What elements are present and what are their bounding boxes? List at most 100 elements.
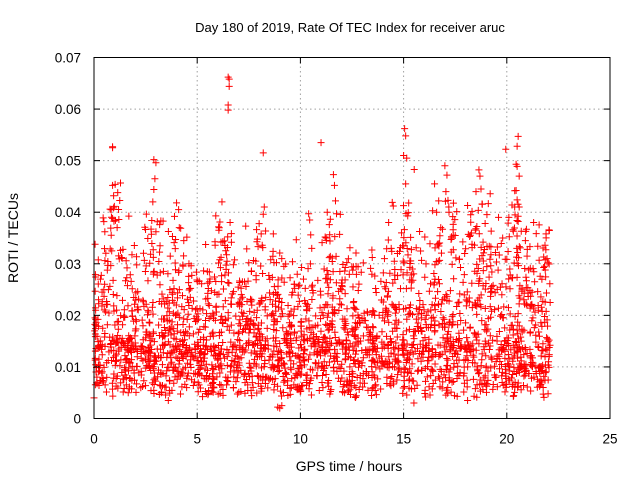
data-point	[322, 275, 330, 283]
data-point	[444, 328, 452, 336]
data-point	[275, 298, 283, 306]
data-point	[120, 375, 128, 383]
data-point	[219, 319, 227, 327]
data-point	[429, 207, 437, 215]
data-point	[486, 303, 494, 311]
x-tick-label: 10	[293, 432, 308, 447]
data-point	[246, 307, 254, 315]
data-point	[234, 283, 242, 291]
data-point	[330, 363, 338, 371]
data-point	[96, 275, 104, 283]
data-point	[175, 313, 183, 321]
data-point	[303, 371, 311, 379]
data-point	[378, 338, 386, 346]
data-point	[407, 233, 415, 241]
data-point	[540, 264, 548, 272]
data-point	[447, 333, 455, 341]
data-point	[495, 327, 503, 335]
data-point	[413, 345, 421, 353]
data-point	[156, 248, 164, 256]
data-point	[250, 256, 258, 264]
data-point	[485, 339, 493, 347]
data-point	[520, 372, 528, 380]
data-point	[515, 322, 523, 330]
data-point	[173, 375, 181, 383]
data-point	[487, 227, 495, 235]
data-point	[270, 386, 278, 394]
data-point	[241, 369, 249, 377]
data-point	[170, 379, 178, 387]
data-point	[421, 316, 429, 324]
data-point	[510, 259, 518, 267]
data-point	[352, 305, 360, 313]
data-point	[305, 317, 313, 325]
data-point	[139, 383, 147, 390]
data-point	[248, 379, 256, 387]
data-point	[138, 343, 146, 351]
data-point	[511, 313, 519, 321]
data-point	[543, 255, 551, 263]
data-point	[514, 330, 522, 338]
data-point	[101, 333, 109, 341]
data-point	[403, 269, 411, 277]
data-point	[336, 295, 344, 303]
data-point	[147, 341, 155, 349]
data-point	[363, 351, 371, 359]
data-point	[329, 294, 337, 302]
data-point	[368, 254, 376, 262]
data-point	[545, 344, 553, 352]
data-point	[357, 268, 365, 276]
data-point	[133, 346, 141, 354]
data-point	[185, 279, 193, 287]
data-point	[349, 283, 357, 291]
data-point	[217, 345, 225, 353]
data-point	[150, 376, 158, 384]
data-point	[214, 356, 222, 364]
data-point	[146, 363, 154, 371]
data-point	[396, 247, 404, 255]
data-point	[177, 370, 185, 378]
data-point	[374, 375, 382, 383]
data-point	[378, 328, 386, 336]
data-point	[519, 381, 527, 389]
data-point	[450, 275, 458, 283]
data-point	[257, 230, 265, 238]
data-point	[544, 259, 552, 267]
data-point	[383, 332, 391, 340]
data-point	[109, 276, 117, 284]
data-point	[126, 334, 134, 342]
data-point	[259, 372, 267, 380]
data-point	[211, 273, 219, 281]
data-point	[402, 132, 410, 140]
data-point	[204, 294, 212, 302]
data-point	[333, 367, 341, 375]
data-point	[484, 376, 492, 384]
data-point	[478, 317, 486, 325]
data-point	[390, 257, 398, 265]
data-point	[295, 297, 303, 305]
data-point	[311, 343, 319, 351]
data-point	[152, 159, 160, 167]
data-point	[384, 308, 392, 316]
data-point	[421, 389, 429, 397]
data-point	[126, 359, 134, 367]
data-point	[326, 231, 334, 239]
data-point	[381, 317, 389, 325]
data-point	[174, 354, 182, 362]
data-point	[95, 368, 103, 376]
data-point	[181, 380, 189, 388]
data-point	[513, 326, 521, 334]
data-point	[255, 220, 263, 228]
data-point	[482, 381, 490, 389]
data-point	[291, 352, 299, 360]
data-point	[522, 227, 530, 235]
data-point	[541, 353, 549, 361]
data-point	[486, 190, 494, 198]
data-point	[486, 332, 494, 340]
data-point	[331, 310, 339, 318]
data-point	[350, 356, 358, 364]
data-point	[469, 359, 477, 367]
data-point	[451, 392, 459, 400]
data-point	[391, 309, 399, 317]
data-point	[455, 298, 463, 306]
